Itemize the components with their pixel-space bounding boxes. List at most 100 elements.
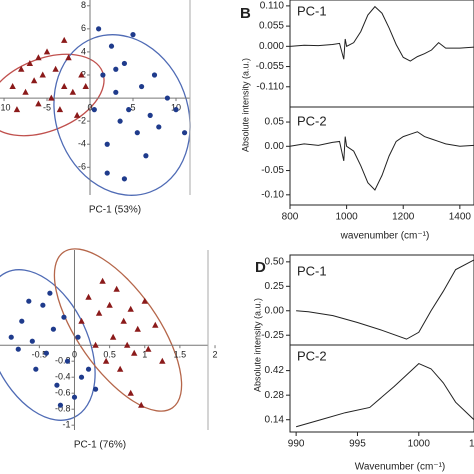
point [173, 107, 179, 113]
point [102, 357, 110, 364]
x-tick-label: 1000 [335, 212, 358, 223]
point [9, 83, 16, 90]
point [64, 358, 71, 364]
point [8, 334, 14, 340]
subplot-title: PC-1 [297, 3, 327, 18]
x-tick-label: 0 [72, 350, 77, 360]
x-axis-label: PC-1 (76%) [74, 440, 126, 451]
point [47, 290, 53, 296]
y-tick-label: -0.8 [55, 404, 71, 414]
point [143, 153, 149, 159]
point [104, 141, 110, 147]
x-tick-label: 1.5 [174, 350, 187, 360]
point [96, 26, 102, 32]
point [43, 350, 49, 356]
plot-frame [289, 106, 474, 206]
point [85, 366, 92, 372]
y-tick-label: -0.4 [55, 372, 71, 382]
point [61, 314, 67, 320]
point [26, 59, 34, 66]
y-tick-label: 8 [81, 0, 86, 10]
point [61, 36, 68, 43]
point [78, 317, 85, 324]
point [113, 285, 120, 292]
point [134, 325, 141, 332]
x-tick-label: 990 [288, 439, 305, 450]
point [78, 374, 85, 380]
x-tick-label: -10 [0, 102, 11, 112]
point [78, 71, 85, 78]
y-tick-label: -4 [78, 139, 86, 149]
point [104, 170, 110, 176]
point [95, 309, 103, 316]
y-tick-label: -0.6 [55, 388, 71, 398]
point [121, 60, 128, 67]
x-axis-label: wavenumber (cm⁻¹) [340, 231, 430, 242]
y-tick-label: 0.00 [265, 141, 285, 152]
x-tick-label: 800 [282, 212, 299, 223]
line [295, 363, 474, 428]
point [121, 176, 128, 182]
x-tick-label: 1000 [408, 439, 431, 450]
x-axis-label: Wavenumber (cm⁻¹) [355, 462, 445, 473]
y-tick-label: 0.42 [265, 365, 285, 376]
point [61, 83, 68, 90]
x-tick-label: 0 [88, 102, 93, 112]
subplot-title: PC-2 [297, 113, 327, 128]
y-tick-label: 0.000 [259, 41, 284, 52]
x-tick-label: 1200 [392, 212, 415, 223]
point [56, 106, 64, 113]
y-axis-label: Absolute intensity (a.u.) [240, 58, 250, 152]
point [91, 107, 97, 113]
point [113, 66, 119, 72]
x-tick-label: 1 [142, 350, 147, 360]
cluster-ellipse [0, 53, 105, 137]
y-tick-label: 0.05 [265, 117, 285, 128]
y-tick-label: -2 [78, 116, 86, 126]
x-tick-label: 0.5 [103, 350, 116, 360]
point [181, 130, 188, 136]
x-tick-label: 1005 [469, 439, 474, 450]
point [108, 43, 115, 49]
subplot-title: PC-2 [297, 348, 327, 363]
y-tick-label: 0.28 [265, 390, 285, 401]
point [75, 334, 81, 340]
point [164, 95, 170, 101]
point [85, 293, 92, 300]
y-tick-label: -0.05 [261, 165, 284, 176]
y-tick-label: -0.2 [55, 356, 71, 366]
point [113, 89, 119, 95]
y-tick-label: -6 [78, 162, 86, 172]
point [127, 305, 134, 312]
y-tick-label: 2 [81, 69, 86, 79]
y-tick-label: -0.25 [261, 330, 284, 341]
y-tick-label: 4 [81, 46, 86, 56]
y-axis-label: Absolute intensity (a.u.) [252, 298, 262, 392]
point [92, 341, 99, 348]
point [33, 366, 39, 372]
point [92, 386, 99, 392]
point [29, 338, 35, 344]
point [50, 326, 57, 332]
point [69, 88, 77, 95]
cluster-ellipse [53, 34, 191, 196]
line [289, 5, 474, 62]
x-tick-label: 995 [349, 439, 366, 450]
point [18, 65, 25, 72]
line [296, 259, 474, 340]
point [151, 72, 158, 78]
y-tick-label: -0.110 [256, 81, 284, 92]
line [289, 131, 474, 191]
x-tick-label: -0.5 [32, 350, 48, 360]
point [116, 365, 124, 372]
y-tick-label: 0.25 [265, 281, 285, 292]
point [106, 301, 113, 308]
x-tick-label: 5 [130, 102, 135, 112]
y-tick-label: 6 [81, 23, 86, 33]
point [130, 32, 136, 38]
y-tick-label: -1 [62, 420, 70, 430]
point [39, 71, 46, 78]
point [100, 72, 106, 78]
point [156, 124, 162, 130]
point [54, 382, 60, 388]
